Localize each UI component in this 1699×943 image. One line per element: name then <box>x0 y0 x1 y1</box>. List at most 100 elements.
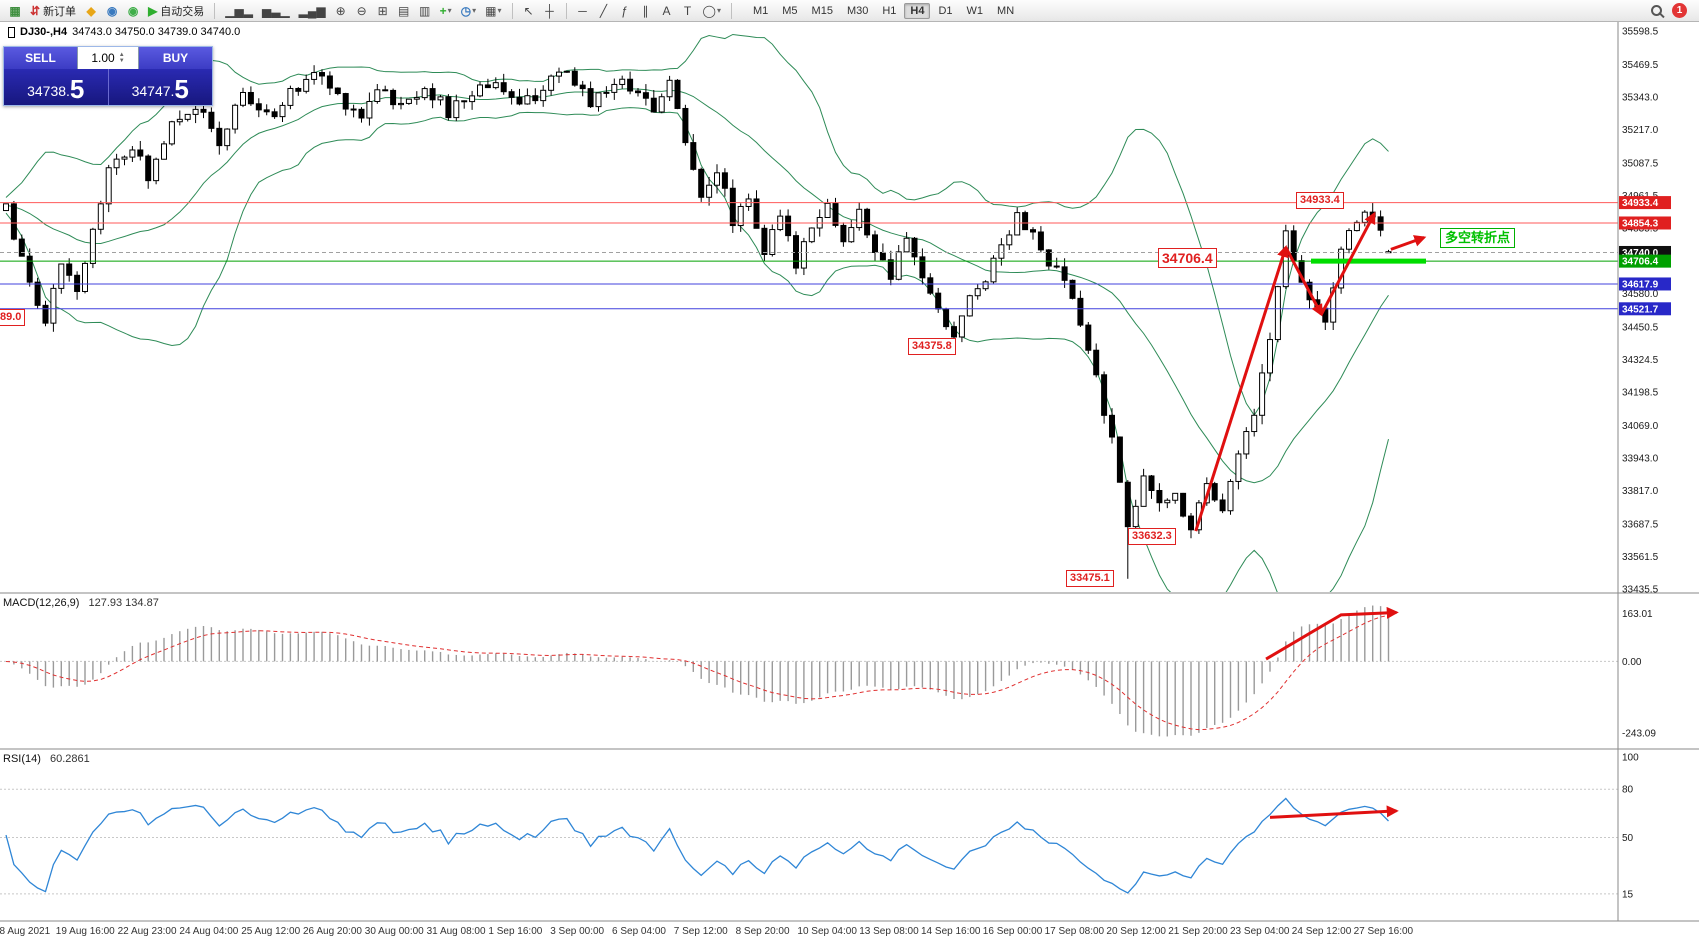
fibonacci-icon[interactable]: ƒ <box>621 3 628 18</box>
timeframe-w1[interactable]: W1 <box>966 4 984 17</box>
community-icon[interactable]: ◉ <box>127 3 139 18</box>
buy-price-big-digit: 5 <box>174 74 189 104</box>
time-label: 22 Aug 23:00 <box>117 926 177 937</box>
toolbar-separator <box>511 2 513 19</box>
svg-text:80: 80 <box>1622 785 1634 796</box>
price-note-33475[interactable]: 33475.1 <box>1066 570 1114 587</box>
search-icon[interactable] <box>1651 5 1662 16</box>
templates-icon[interactable]: ▦ ▾ <box>485 3 502 18</box>
crosshair-icon[interactable]: ┼ <box>545 3 554 18</box>
time-label: 24 Aug 04:00 <box>179 926 239 937</box>
svg-text:33943.0: 33943.0 <box>1622 454 1659 465</box>
timeframe-m5[interactable]: M5 <box>782 4 798 17</box>
new-order-button[interactable]: ⇵ 新订单 <box>30 3 77 18</box>
svg-text:33817.0: 33817.0 <box>1622 486 1659 497</box>
time-label: 23 Sep 04:00 <box>1230 926 1290 937</box>
bars-up-icon[interactable]: ▂▄▆ <box>298 3 326 18</box>
axis-price-34521.7: 34521.7 <box>1622 304 1659 315</box>
auto-scroll-icon[interactable]: ▥ <box>418 3 431 18</box>
timeframe-mn[interactable]: MN <box>997 4 1015 17</box>
symbol-ohlc-label: DJ30-,H4 34743.0 34750.0 34739.0 34740.0 <box>8 26 240 38</box>
macd-values: 127.93 134.87 <box>88 597 159 609</box>
time-label: 3 Sep 00:00 <box>550 926 605 937</box>
axes: 35598.535469.535343.035217.035087.534961… <box>0 22 1699 922</box>
volume-bars-icon[interactable]: ▁▅▂ <box>225 3 253 18</box>
price-note-34706[interactable]: 34706.4 <box>1158 248 1217 268</box>
turning-point-note[interactable]: 多空转折点 <box>1440 228 1516 248</box>
price-note-partial[interactable]: 89.0 <box>0 309 26 326</box>
timeframe-m1[interactable]: M1 <box>752 4 769 17</box>
rsi-trend-arrow[interactable] <box>1269 805 1399 819</box>
price-note-34933[interactable]: 34933.4 <box>1296 192 1344 209</box>
one-click-trading-widget: SELL 1.00 ▲ ▼ BUY 34738. 5 34747. 5 <box>3 46 213 106</box>
cursor-icon[interactable]: ↖ <box>523 3 534 18</box>
axis-price-34706.4: 34706.4 <box>1622 257 1659 268</box>
svg-text:34069.0: 34069.0 <box>1622 421 1659 432</box>
price-axis[interactable] <box>1618 22 1699 921</box>
charts-icon[interactable]: ▦ <box>9 3 21 18</box>
sell-price-button[interactable]: 34738. 5 <box>4 69 108 105</box>
zoom-out-icon[interactable]: ⊖ <box>356 3 367 18</box>
toolbar-separator <box>565 2 567 19</box>
timeframe-h4[interactable]: H4 <box>904 2 931 19</box>
trendline-icon[interactable]: ╱ <box>599 3 608 18</box>
timeframe-m30[interactable]: M30 <box>846 4 869 17</box>
time-label: 30 Aug 00:00 <box>364 926 424 937</box>
bollinger-middle <box>5 88 1389 484</box>
svg-text:35087.5: 35087.5 <box>1622 158 1659 169</box>
mql5-market-icon[interactable]: ◆ <box>86 3 96 18</box>
macd-panel[interactable] <box>0 605 1618 737</box>
toolbar-separator <box>730 2 732 19</box>
chart-shift-icon[interactable]: ▤ <box>397 3 410 18</box>
trend-arrow-1[interactable] <box>1194 245 1289 532</box>
time-label: 1 Sep 16:00 <box>488 926 543 937</box>
rsi-panel[interactable] <box>0 788 1618 895</box>
tile-windows-icon[interactable]: ⊞ <box>377 3 388 18</box>
price-note-33632[interactable]: 33632.3 <box>1128 528 1176 545</box>
buy-price-button[interactable]: 34747. 5 <box>109 69 213 105</box>
add-indicator-icon[interactable]: + ▾ <box>439 3 452 18</box>
time-label: 27 Sep 16:00 <box>1353 926 1414 937</box>
svg-text:35217.0: 35217.0 <box>1622 125 1659 136</box>
svg-text:0.00: 0.00 <box>1622 657 1642 668</box>
macd-trend-arrow[interactable] <box>1265 606 1399 661</box>
time-label: 14 Sep 16:00 <box>921 926 981 937</box>
time-label: 31 Aug 08:00 <box>426 926 486 937</box>
timeframe-d1[interactable]: D1 <box>938 4 953 17</box>
main-price-panel[interactable] <box>0 33 1618 619</box>
channel-icon[interactable]: ∥ <box>642 3 649 18</box>
volume-input[interactable]: 1.00 ▲ ▼ <box>77 47 139 69</box>
volume-spinner[interactable]: ▲ ▼ <box>118 52 125 64</box>
time-label: 8 Sep 20:00 <box>735 926 790 937</box>
symbol-name: DJ30-,H4 <box>20 26 68 38</box>
svg-text:33687.5: 33687.5 <box>1622 519 1659 530</box>
shapes-icon[interactable]: ◯ ▾ <box>702 3 721 18</box>
profile-icon[interactable]: ◉ <box>106 3 118 18</box>
timeframe-m15[interactable]: M15 <box>811 4 833 17</box>
price-note-34375[interactable]: 34375.8 <box>908 338 956 355</box>
bollinger-lower <box>5 107 1389 592</box>
sell-button[interactable]: SELL <box>4 47 77 69</box>
trend-arrow-4[interactable] <box>1390 235 1427 251</box>
notifications-badge[interactable]: 1 <box>1672 3 1687 18</box>
volume-value: 1.00 <box>91 51 115 65</box>
trend-arrow-2[interactable] <box>1284 246 1323 317</box>
label-icon[interactable]: T <box>683 3 692 18</box>
zoom-in-icon[interactable]: ⊕ <box>335 3 346 18</box>
buy-price: 34747. <box>131 83 175 99</box>
sell-price-big-digit: 5 <box>69 74 85 104</box>
buy-button[interactable]: BUY <box>139 47 212 69</box>
horizontal-line-icon[interactable]: ─ <box>578 3 587 18</box>
trend-arrow-3[interactable] <box>1320 211 1376 316</box>
timeframe-h1[interactable]: H1 <box>882 4 897 17</box>
toolbar-separator <box>214 2 216 19</box>
periods-icon[interactable]: ◷ ▾ <box>460 3 477 18</box>
axis-price-34854.3: 34854.3 <box>1622 218 1659 229</box>
text-icon[interactable]: A <box>662 3 671 18</box>
bars-down-icon[interactable]: ▅▃▁ <box>261 3 290 18</box>
autotrade-button[interactable]: ▶ 自动交易 <box>148 3 205 18</box>
svg-text:33435.5: 33435.5 <box>1622 585 1659 596</box>
